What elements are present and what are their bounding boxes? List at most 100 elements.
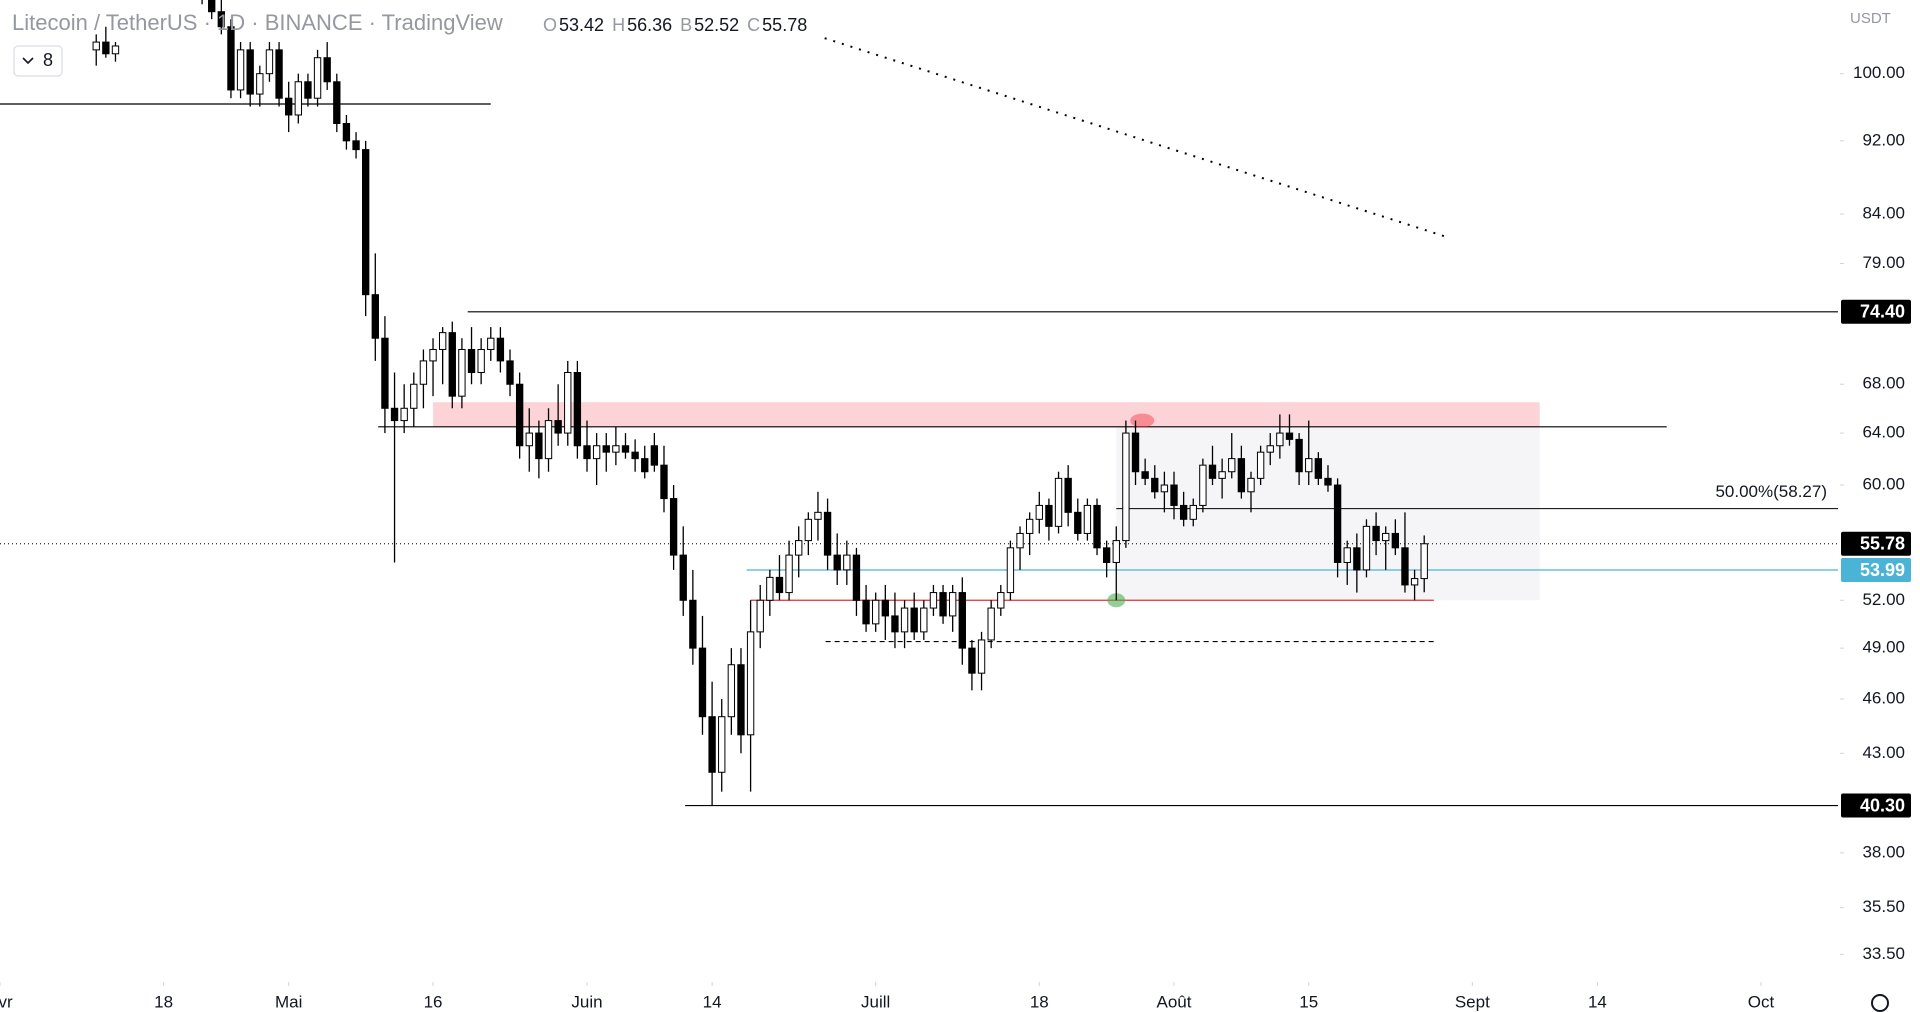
candle-body (1141, 471, 1149, 479)
candle-body (785, 554, 793, 594)
settings-icon[interactable] (1871, 994, 1889, 1012)
candle-body (1237, 458, 1246, 493)
candle-body (1391, 532, 1400, 549)
x-tick-label: 15 (1299, 992, 1318, 1011)
header: Litecoin / TetherUS · 1D · BINANCE · Tra… (12, 10, 1891, 1012)
candle-body (208, 0, 216, 13)
candle-body (1305, 458, 1313, 473)
candle-body (285, 97, 293, 116)
y-tick-label: 100.00 (1853, 63, 1905, 82)
candle-body (583, 445, 591, 460)
price-label: 74.40 (1860, 302, 1905, 322)
candle-body (554, 420, 562, 434)
candle-body (227, 26, 235, 91)
candle-body (1131, 432, 1140, 473)
candle-body (313, 57, 322, 99)
candle-body (592, 445, 601, 460)
candle-body (1256, 451, 1265, 479)
currency-label[interactable]: USDT (1850, 10, 1891, 27)
candle-body (1035, 504, 1043, 520)
y-tick-label: 38.00 (1862, 842, 1905, 861)
candle-body (1074, 511, 1082, 534)
candle-body (862, 599, 870, 625)
candle-body (795, 540, 803, 556)
price-label: 55.78 (1860, 534, 1905, 554)
candle-body (1045, 504, 1053, 527)
x-tick-label: 18 (154, 992, 173, 1011)
candle-body (852, 554, 861, 601)
chevron-icon (22, 57, 34, 65)
candle-body (1006, 547, 1015, 594)
candle-body (506, 360, 514, 385)
plot-area: 50.00%(58.27) (0, 0, 1838, 807)
candle-body (217, 11, 226, 28)
candle-body (1189, 504, 1197, 520)
x-tick-label: Sept (1455, 992, 1490, 1011)
candle-body (342, 123, 351, 142)
candle-body (1266, 445, 1274, 453)
candle-body (1102, 547, 1111, 563)
symbol-title: Litecoin / TetherUS · 1D · BINANCE · Tra… (12, 10, 503, 35)
candle-body (448, 332, 456, 397)
candle-body (1054, 477, 1063, 527)
candle-body (419, 360, 428, 385)
price-label-box (1841, 299, 1911, 324)
candle-body (323, 57, 331, 83)
candle-body (929, 592, 938, 609)
candle-body (564, 371, 572, 434)
price-label: 53.99 (1860, 560, 1905, 580)
high-marker (1130, 413, 1155, 428)
candle-body (1064, 477, 1072, 513)
candle-body (352, 140, 360, 151)
x-tick-label: Juin (571, 992, 602, 1011)
candle-body (1353, 547, 1361, 571)
price-label-box (1841, 793, 1911, 818)
candle-body (641, 458, 649, 473)
trend-line (824, 37, 1449, 239)
candle-body (1025, 518, 1034, 534)
candle-body (1199, 464, 1207, 506)
candle-body (718, 716, 726, 773)
candle-body (294, 81, 302, 116)
candle-body (1179, 504, 1188, 520)
y-tick-label: 52.00 (1862, 590, 1905, 609)
candle-body (1324, 477, 1332, 486)
candle-body (1382, 532, 1390, 542)
ohlc-value: 52.52 (694, 15, 739, 35)
candle-body (881, 599, 889, 617)
candle-body (756, 599, 764, 633)
candle-body (1285, 432, 1294, 440)
y-tick-label: 92.00 (1862, 130, 1905, 149)
candle-body (400, 407, 408, 422)
candle-body (487, 337, 495, 350)
ohlc-key: H (612, 15, 625, 35)
candle-body (438, 332, 447, 350)
candle-body (275, 49, 283, 99)
x-tick-label: Juill (861, 992, 890, 1011)
candle-body (977, 639, 986, 674)
candle-body (1093, 504, 1101, 549)
candle-body (361, 149, 370, 296)
candle-body (496, 337, 505, 362)
candle-body (746, 631, 755, 736)
candle-body (650, 445, 659, 466)
candle-body (612, 445, 620, 453)
candle-body (525, 432, 533, 447)
candle-body (515, 383, 524, 447)
candle-body (1343, 547, 1351, 563)
indicator-toggle[interactable] (13, 45, 63, 77)
candle-body (660, 464, 668, 500)
price-zone (1116, 426, 1540, 601)
candle-body (602, 445, 610, 453)
x-tick-label: Oct (1748, 992, 1775, 1011)
candle-body (958, 592, 966, 649)
candle-body (621, 445, 630, 453)
candle-body (1208, 464, 1217, 479)
candle-body (1247, 477, 1255, 493)
candle-body (1372, 525, 1380, 542)
candle-body (1218, 471, 1226, 479)
y-tick-label: 46.00 (1862, 688, 1905, 707)
x-tick-label: Mai (275, 992, 302, 1011)
